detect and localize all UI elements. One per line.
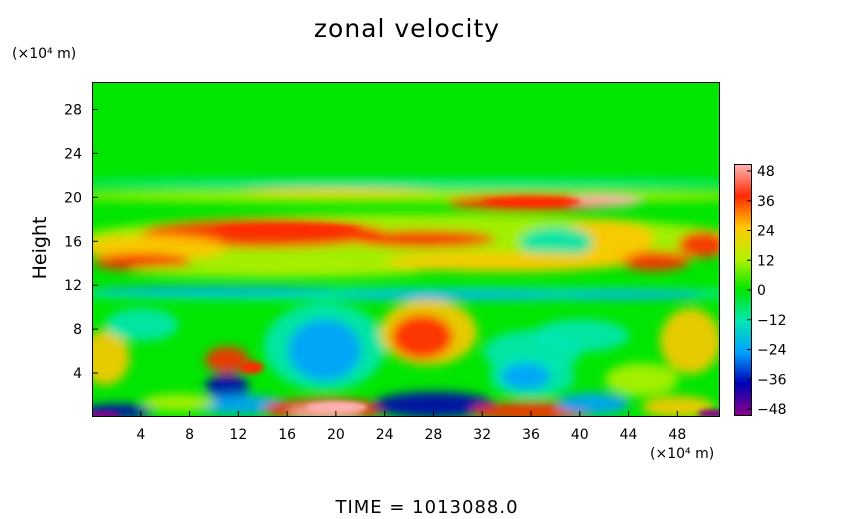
field-region: [385, 252, 630, 272]
colorbar-tick-label: −36: [757, 372, 787, 388]
field-region: [678, 231, 719, 258]
x-tick-label: 12: [229, 427, 247, 443]
field-region: [605, 363, 679, 397]
x-tick-label: 28: [425, 427, 443, 443]
x-tick-label: 24: [376, 427, 394, 443]
colorbar-tick-label: −12: [757, 313, 787, 329]
field-region: [129, 264, 423, 278]
field-region-detail: [483, 197, 581, 207]
colorbar-tick-label: 0: [757, 283, 766, 299]
x-tick-label: 48: [668, 427, 686, 443]
field-region: [205, 346, 250, 373]
field-region: [93, 330, 130, 386]
field-region: [660, 308, 719, 375]
field-region: [568, 193, 642, 208]
field-region: [519, 226, 593, 258]
field-region: [190, 394, 289, 415]
x-tick-label: 20: [327, 427, 345, 443]
field-region: [501, 363, 551, 390]
field-region: [205, 374, 250, 401]
y-tick-label: 12: [64, 278, 82, 294]
x-tick-label: 36: [522, 427, 540, 443]
heatmap-svg: [93, 83, 719, 416]
field-region: [93, 286, 337, 295]
field-region: [349, 230, 496, 248]
x-tick-label: 40: [571, 427, 589, 443]
y-tick-label: 24: [64, 146, 82, 162]
field-region: [336, 291, 581, 299]
heatmap-field: [92, 82, 720, 417]
field-region-detail: [697, 409, 719, 416]
field-region: [617, 251, 691, 271]
colorbar-tick-label: 48: [757, 164, 775, 180]
colorbar-tick-label: 12: [757, 253, 775, 269]
field-region: [239, 187, 435, 196]
field-region-detail: [306, 401, 368, 413]
field-region-detail: [239, 360, 264, 375]
y-tick-label: 28: [64, 102, 82, 118]
x-tick-label: 44: [620, 427, 638, 443]
field-region: [391, 314, 453, 359]
field-region-detail: [93, 410, 122, 416]
chart-title: zonal velocity: [313, 14, 501, 43]
field-region-detail: [214, 223, 362, 235]
field-region: [105, 308, 179, 342]
colorbar-tick-label: 36: [757, 194, 775, 210]
field-region: [288, 319, 362, 381]
x-tick-label: 4: [136, 427, 145, 443]
y-tick-label: 16: [64, 234, 82, 250]
field-region: [556, 392, 630, 415]
y-axis-unit: (×10⁴ m): [12, 46, 77, 62]
field-region: [556, 291, 703, 299]
field-region: [93, 253, 191, 271]
field-region: [141, 393, 215, 412]
colorbar-tick-label: −48: [757, 402, 787, 418]
x-tick-label: 16: [278, 427, 296, 443]
field-region: [373, 391, 496, 416]
colorbar-tick-label: 24: [757, 224, 775, 240]
colorbar-tick-label: −24: [757, 343, 787, 359]
x-tick-label: 32: [473, 427, 491, 443]
x-axis-unit: (×10⁴ m): [650, 446, 715, 462]
field-region: [641, 396, 715, 416]
time-label: TIME = 1013088.0: [335, 497, 519, 518]
field-region: [93, 178, 719, 188]
y-tick-label: 20: [64, 190, 82, 206]
y-tick-label: 4: [73, 366, 82, 382]
y-tick-label: 8: [73, 322, 82, 338]
x-tick-label: 8: [185, 427, 194, 443]
